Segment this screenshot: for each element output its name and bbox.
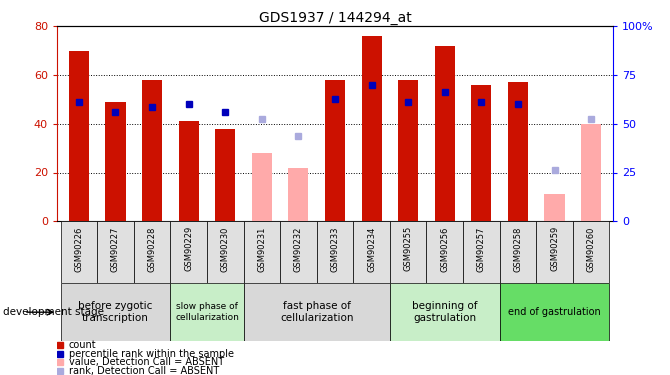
Text: GSM90228: GSM90228	[147, 226, 157, 272]
Text: GSM90229: GSM90229	[184, 226, 193, 272]
Text: GSM90231: GSM90231	[257, 226, 267, 272]
Text: slow phase of
cellularization: slow phase of cellularization	[175, 303, 239, 322]
Bar	[508, 82, 528, 221]
Text: GSM90257: GSM90257	[477, 226, 486, 272]
Text: value, Detection Call = ABSENT: value, Detection Call = ABSENT	[68, 357, 224, 368]
Bar	[573, 221, 610, 283]
Text: GSM90227: GSM90227	[111, 226, 120, 272]
Text: GSM90232: GSM90232	[294, 226, 303, 272]
Text: GSM90230: GSM90230	[220, 226, 230, 272]
Bar	[179, 122, 199, 221]
Bar	[243, 283, 390, 341]
Text: end of gastrulation: end of gastrulation	[508, 307, 601, 317]
Bar	[390, 221, 427, 283]
Text: percentile rank within the sample: percentile rank within the sample	[68, 349, 234, 359]
Bar	[243, 221, 280, 283]
Bar	[471, 85, 491, 221]
Text: GSM90233: GSM90233	[330, 226, 340, 272]
Bar	[581, 124, 601, 221]
Bar	[207, 221, 243, 283]
Bar	[398, 80, 418, 221]
Text: rank, Detection Call = ABSENT: rank, Detection Call = ABSENT	[68, 366, 219, 375]
Bar	[317, 221, 353, 283]
Text: development stage: development stage	[3, 307, 105, 317]
Text: GSM90260: GSM90260	[587, 226, 596, 272]
Bar	[142, 80, 162, 221]
Bar	[60, 283, 170, 341]
Bar	[390, 283, 500, 341]
Bar	[97, 221, 134, 283]
Text: GSM90258: GSM90258	[513, 226, 523, 272]
Text: GSM90234: GSM90234	[367, 226, 376, 272]
Bar	[435, 46, 455, 221]
Bar	[353, 221, 390, 283]
Title: GDS1937 / 144294_at: GDS1937 / 144294_at	[259, 11, 411, 25]
Bar	[500, 221, 536, 283]
Text: GSM90255: GSM90255	[403, 226, 413, 272]
Bar	[252, 153, 272, 221]
Text: GSM90226: GSM90226	[74, 226, 83, 272]
Bar	[105, 102, 125, 221]
Bar	[500, 283, 610, 341]
Bar	[69, 51, 89, 221]
Text: GSM90256: GSM90256	[440, 226, 450, 272]
Bar	[427, 221, 463, 283]
Bar	[215, 129, 235, 221]
Bar	[545, 194, 565, 221]
Text: GSM90259: GSM90259	[550, 226, 559, 272]
Text: fast phase of
cellularization: fast phase of cellularization	[280, 302, 354, 323]
Bar	[362, 36, 382, 221]
Bar	[134, 221, 170, 283]
Bar	[280, 221, 317, 283]
Bar	[170, 283, 243, 341]
Text: before zygotic
transcription: before zygotic transcription	[78, 302, 153, 323]
Bar	[325, 80, 345, 221]
Bar	[288, 168, 308, 221]
Text: count: count	[68, 340, 96, 351]
Bar	[60, 221, 97, 283]
Bar	[463, 221, 500, 283]
Bar	[170, 221, 207, 283]
Text: beginning of
gastrulation: beginning of gastrulation	[412, 302, 478, 323]
Bar	[536, 221, 573, 283]
